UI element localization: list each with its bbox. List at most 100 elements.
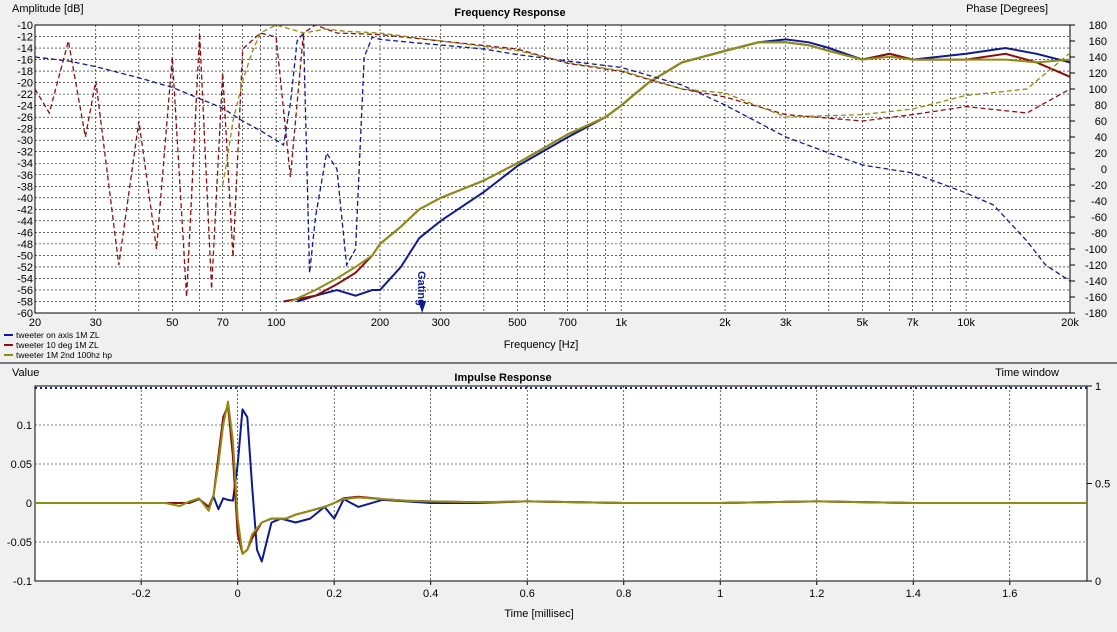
y-tick-label-left: -18 [17,66,33,78]
y-tick-label-right: -180 [1085,308,1107,320]
x-tick-label: 70 [217,317,229,329]
y-tick-label-left: -22 [17,89,33,101]
y-tick-label-right: 40 [1095,132,1107,144]
legend-item-on-axis: tweeter on axis 1M ZL [4,330,100,340]
frequency-axis-label: Frequency [Hz] [504,339,579,351]
y-tick-label-right: 60 [1095,116,1107,128]
legend-item-hp: tweeter 1M 2nd 100hz hp [4,350,112,360]
legend-item-10-deg: tweeter 10 deg 1M ZL [4,340,99,350]
legend-label: tweeter 1M 2nd 100hz hp [16,350,112,360]
y-tick-label-right: 1 [1095,381,1101,393]
y-tick-label-left: -12 [17,32,33,44]
y-tick-label-right: 120 [1089,68,1107,80]
x-tick-label: 1k [615,317,627,329]
legend-label: tweeter 10 deg 1M ZL [16,340,99,350]
legend-label: tweeter on axis 1M ZL [16,330,100,340]
x-tick-label: 200 [371,317,389,329]
x-tick-label: 300 [432,317,450,329]
gating-marker: Gating [415,271,427,313]
y-tick-label-left: -26 [17,112,33,124]
y-tick-label-right: 80 [1095,100,1107,112]
impulse-response-chart: -0.2 0 0.2 0.4 0.6 0.8 1 1.2 1.4 1.6 0.1 0.05 0 -0.0… [7,367,1110,620]
x-tick-label: 30 [90,317,102,329]
y-tick-label-right: -140 [1085,276,1107,288]
y-tick-label-left: 0.1 [17,420,32,432]
phase-axis-label: Phase [Degrees] [966,3,1048,15]
amplitude-axis-label: Amplitude [dB] [12,3,84,15]
impulse-plot-area[interactable] [34,385,1088,582]
y-tick-label-left: -14 [17,43,33,55]
x-tick-label: 0 [235,588,241,600]
x-tick-label: 5k [856,317,868,329]
impulse-series-olive [35,400,1087,555]
y-tick-label-left: -38 [17,181,33,193]
x-tick-label: 2k [719,317,731,329]
y-tick-label-left: -52 [17,262,33,274]
x-tick-label: 7k [907,317,919,329]
frequency-chart-title: Frequency Response [454,7,565,19]
y-tick-label-left: -46 [17,227,33,239]
y-tick-label-left: -44 [17,216,33,228]
x-tick-label: 500 [508,317,526,329]
x-tick-label: 0.4 [423,588,438,600]
gating-arrow-icon [418,301,427,313]
x-tick-label: 20k [1061,317,1079,329]
x-tick-label: 1.2 [809,588,824,600]
y-tick-label-left: -56 [17,285,33,297]
time-window-axis-label: Time window [995,367,1059,379]
y-tick-label-left: -24 [17,101,33,113]
frequency-plot-area[interactable] [34,24,1071,314]
y-tick-label-left: -60 [17,308,33,320]
x-tick-label: 1.4 [906,588,921,600]
x-tick-label: 0.8 [616,588,631,600]
series-phase-red [34,24,1071,298]
legend: tweeter on axis 1M ZL tweeter 10 deg 1M … [4,330,112,360]
x-tick-label: 1 [717,588,723,600]
x-tick-label: 700 [559,317,577,329]
x-tick-label: 10k [957,317,975,329]
value-axis-label: Value [12,367,39,379]
y-tick-label-left: -16 [17,55,33,67]
y-tick-label-left: -36 [17,170,33,182]
y-tick-label-right: -80 [1091,228,1107,240]
y-tick-label-left: -30 [17,135,33,147]
x-tick-label: 1.6 [1002,588,1017,600]
y-tick-label-left: 0.05 [11,459,32,471]
series-phase-blue [34,31,1071,282]
y-tick-label-left: -20 [17,78,33,90]
y-tick-label-right: -160 [1085,292,1107,304]
y-tick-label-left: -42 [17,204,33,216]
y-tick-label-right: 20 [1095,148,1107,160]
y-tick-label-left: -48 [17,239,33,251]
y-tick-label-left: -50 [17,250,33,262]
y-tick-label-right: 160 [1089,36,1107,48]
series-amplitude-olive [289,41,1071,303]
frequency-response-chart: 20 30 50 70 100 200 300 500 700 1k 2k 3k 5k 7k 10k 20k … [4,3,1107,360]
y-tick-label-right: -40 [1091,196,1107,208]
y-tick-label-right: 100 [1089,84,1107,96]
y-tick-label-right: -60 [1091,212,1107,224]
y-tick-label-right: 0 [1095,576,1101,588]
y-tick-label-left: 0 [26,498,32,510]
impulse-chart-title: Impulse Response [454,372,551,384]
y-tick-label-right: 140 [1089,52,1107,64]
y-tick-label-left: -58 [17,296,33,308]
x-tick-label: 100 [267,317,285,329]
y-tick-label-right: -20 [1091,180,1107,192]
y-tick-label-left: -0.1 [13,576,32,588]
x-tick-label: 3k [780,317,792,329]
x-tick-label: 0.2 [327,588,342,600]
y-tick-label-left: -0.05 [7,537,32,549]
y-tick-label-right: 180 [1089,20,1107,32]
x-tick-label: 50 [166,317,178,329]
y-tick-label-left: -28 [17,124,33,136]
x-tick-label: 0.6 [520,588,535,600]
x-tick-label: 20 [29,317,41,329]
series-phase-olive [222,24,1071,186]
y-tick-label-left: -10 [17,20,33,32]
time-axis-label: Time [millisec] [504,608,573,620]
y-tick-label-right: 0 [1101,164,1107,176]
x-tick-label: -0.2 [132,588,151,600]
y-tick-label-left: -34 [17,158,33,170]
